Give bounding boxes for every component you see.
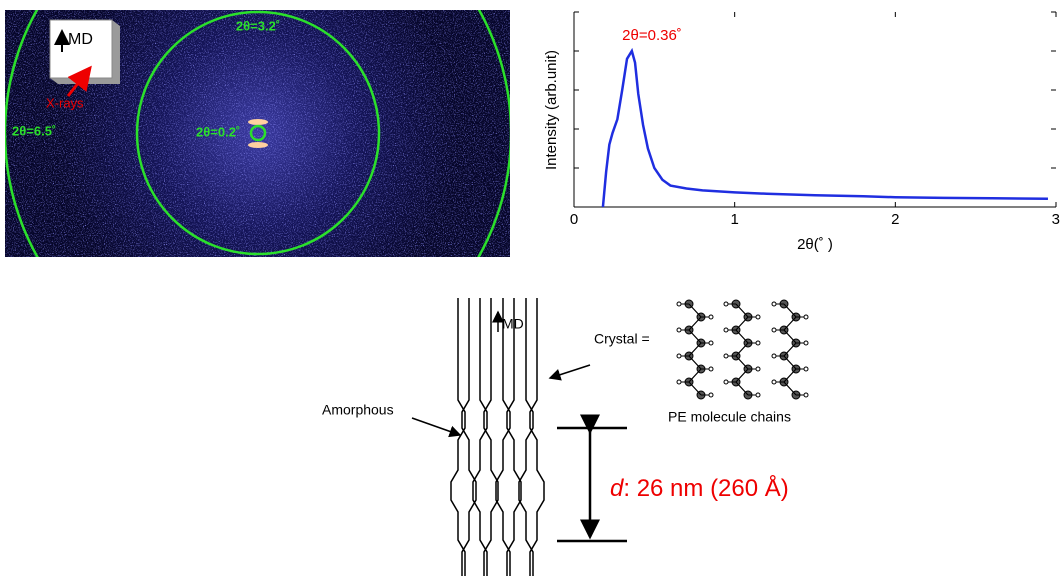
polymer-chain [507,298,521,576]
polymer-chain [451,298,465,576]
x-axis-label: 2θ(˚ ) [797,236,833,253]
hydrogen-atom [724,302,728,306]
hydrogen-atom [772,302,776,306]
hydrogen-atom [724,380,728,384]
hydrogen-atom [677,328,681,332]
scatter-spot [248,142,268,148]
hydrogen-atom [677,380,681,384]
hydrogen-atom [804,341,808,345]
hydrogen-atom [772,380,776,384]
hydrogen-atom [709,393,713,397]
amorphous-label: Amorphous [322,402,394,418]
hydrogen-atom [709,315,713,319]
ring-label: 2θ=6.5˚ [12,123,56,138]
ring-label: 2θ=3.2˚ [236,18,280,33]
hydrogen-atom [772,328,776,332]
hydrogen-atom [756,341,760,345]
x-tick-label: 2 [891,211,899,228]
pointer [412,418,460,435]
crystal-label: Crystal = [594,331,650,347]
saxs-image: 2θ=3.2˚ 2θ=6.5˚ 2θ=0.2˚ MD X-rays [5,0,511,386]
hydrogen-atom [724,354,728,358]
ring-label: 2θ=0.2˚ [196,124,240,139]
polymer-chain [519,298,533,576]
md-label: MD [502,316,524,332]
hydrogen-atom [677,354,681,358]
period-label: d: 26 nm (260 Å) [610,474,789,502]
period-value: : 26 nm (260 Å) [623,474,788,502]
intensity-chart: Intensity (arb.unit) 2θ(˚ ) 2θ=0.36˚ 0 1 2… [543,12,1060,253]
figure: 2θ=3.2˚ 2θ=6.5˚ 2θ=0.2˚ MD X-rays Intens… [0,0,1060,576]
hydrogen-atom [772,354,776,358]
pointer [550,365,590,378]
polymer-chain [484,298,498,576]
hydrogen-atom [756,315,760,319]
hydrogen-atom [804,315,808,319]
beam-label: X-rays [46,95,84,110]
hydrogen-atom [804,367,808,371]
period-symbol: d [610,475,624,502]
hydrogen-atom [709,341,713,345]
chains-label: PE molecule chains [668,409,791,425]
x-tick-label: 1 [730,211,738,228]
polymer-chain [530,298,544,576]
polymer-chain [473,298,487,576]
y-axis-label: Intensity (arb.unit) [543,50,560,170]
x-tick-label: 3 [1052,211,1060,228]
hydrogen-atom [804,393,808,397]
scatter-spot [248,119,268,125]
hydrogen-atom [709,367,713,371]
intensity-line [603,51,1048,207]
polymer-chain [496,298,510,576]
hydrogen-atom [677,302,681,306]
hydrogen-atom [756,367,760,371]
hydrogen-atom [724,328,728,332]
direction-label: MD [68,31,93,48]
x-tick-label: 0 [570,211,578,228]
peak-annotation: 2θ=0.36˚ [622,27,682,44]
polymer-chain [462,298,476,576]
hydrogen-atom [756,393,760,397]
